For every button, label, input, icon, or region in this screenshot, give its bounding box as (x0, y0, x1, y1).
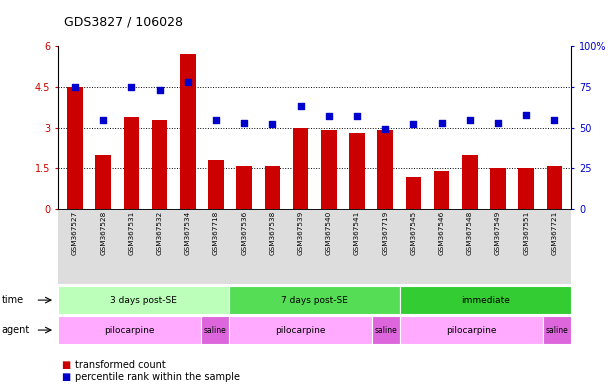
Point (268, 121, 277, 127)
Point (521, 112, 531, 118)
Bar (518, 169, 534, 209)
Point (380, 126, 390, 132)
Point (493, 120, 503, 126)
Text: GDS3827 / 106028: GDS3827 / 106028 (64, 16, 183, 29)
Bar (208, 161, 224, 209)
Bar (547, 166, 562, 209)
Text: ■: ■ (61, 360, 70, 370)
Point (240, 120, 249, 126)
Text: percentile rank within the sample: percentile rank within the sample (75, 372, 240, 382)
Text: saline: saline (375, 326, 397, 334)
Text: saline: saline (546, 326, 568, 334)
Bar (490, 169, 506, 209)
Bar (406, 177, 421, 209)
Bar (462, 155, 478, 209)
Text: pilocarpine: pilocarpine (275, 326, 326, 334)
Text: ■: ■ (61, 372, 70, 382)
Bar (180, 54, 196, 209)
Point (126, 84, 136, 90)
Point (211, 116, 221, 122)
Bar (321, 131, 337, 209)
Text: saline: saline (203, 326, 226, 334)
Text: transformed count: transformed count (75, 360, 166, 370)
Point (352, 113, 362, 119)
Point (70, 84, 80, 90)
Bar (123, 117, 139, 209)
Text: time: time (2, 295, 24, 305)
Text: agent: agent (2, 325, 30, 335)
Bar (265, 166, 280, 209)
Bar (95, 155, 111, 209)
Point (155, 87, 164, 93)
Bar (152, 119, 167, 209)
Bar (293, 127, 309, 209)
Bar (67, 87, 82, 209)
Point (98, 116, 108, 122)
Point (324, 113, 334, 119)
Point (183, 79, 192, 85)
Bar (434, 171, 449, 209)
Point (437, 120, 447, 126)
Point (549, 116, 559, 122)
Bar (349, 133, 365, 209)
Text: 7 days post-SE: 7 days post-SE (281, 296, 348, 305)
Text: pilocarpine: pilocarpine (446, 326, 497, 334)
Bar (236, 166, 252, 209)
Text: 3 days post-SE: 3 days post-SE (110, 296, 177, 305)
Bar (378, 131, 393, 209)
Point (296, 103, 306, 109)
Point (465, 116, 475, 122)
Text: immediate: immediate (461, 296, 510, 305)
Point (409, 121, 419, 127)
Text: pilocarpine: pilocarpine (104, 326, 155, 334)
